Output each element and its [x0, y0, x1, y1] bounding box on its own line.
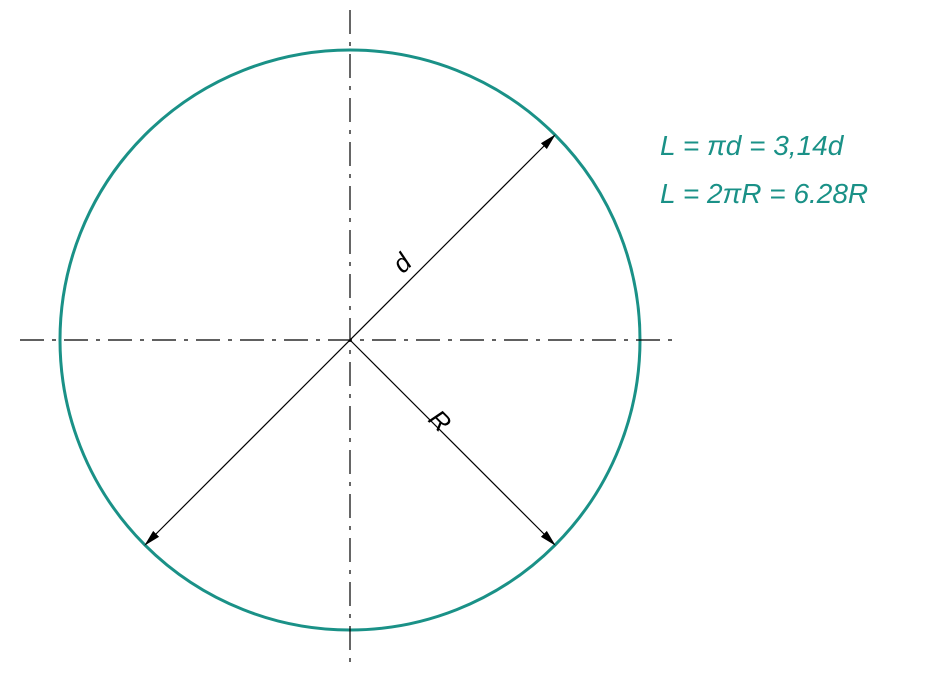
diagram-svg [0, 0, 938, 674]
formula-circumference-radius: L = 2πR = 6.28R [660, 178, 868, 210]
radius-line [350, 340, 554, 544]
formula-circumference-diameter: L = πd = 3,14d [660, 130, 843, 162]
circle-geometry-diagram: d R L = πd = 3,14d L = 2πR = 6.28R [0, 0, 938, 674]
